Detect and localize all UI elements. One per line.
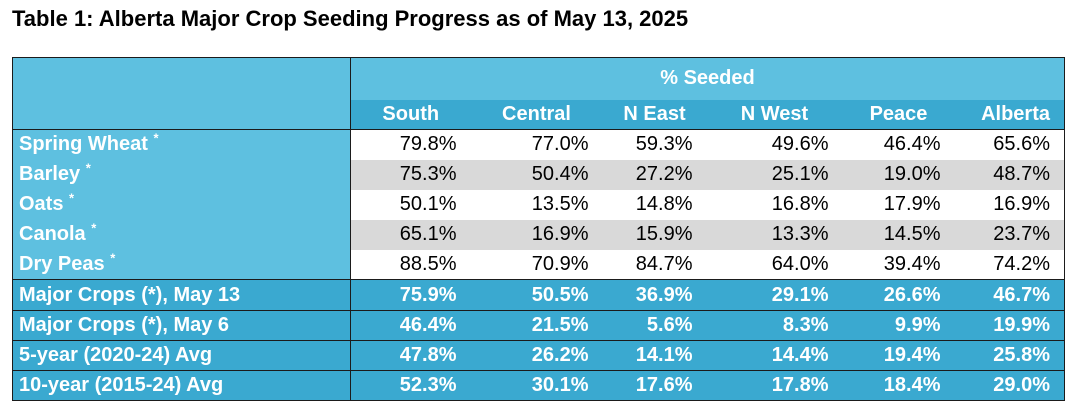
cell-n-east: 27.2% <box>602 159 707 190</box>
cell-peace: 18.4% <box>842 370 955 401</box>
row-label: 5-year (2020-24) Avg <box>12 340 351 371</box>
column-header-central: Central <box>470 99 603 130</box>
table-title: Table 1: Alberta Major Crop Seeding Prog… <box>12 6 689 31</box>
column-header-row: South Central N East N West Peace Albert… <box>13 99 1065 130</box>
cell-alberta: 74.2% <box>954 249 1065 280</box>
cell-south: 50.1% <box>350 189 471 220</box>
summary-rows: Major Crops (*), May 13 75.9% 50.5% 36.9% 29… <box>12 279 1065 401</box>
cell-n-east: 14.1% <box>602 340 707 371</box>
cell-peace: 39.4% <box>842 249 955 280</box>
cell-alberta: 46.7% <box>954 279 1065 311</box>
column-header-alberta: Alberta <box>954 99 1065 130</box>
cell-peace: 46.4% <box>842 129 955 160</box>
column-header-n-west: N West <box>706 99 843 130</box>
cell-central: 50.4% <box>470 159 603 190</box>
row-label-mark: * <box>85 160 91 176</box>
cell-peace: 17.9% <box>842 189 955 220</box>
cell-central: 30.1% <box>470 370 603 401</box>
cell-south: 46.4% <box>350 310 471 341</box>
cell-n-east: 36.9% <box>602 279 707 311</box>
row-label: Spring Wheat * <box>12 129 351 160</box>
row-label-mark: * <box>110 250 116 266</box>
row-label-text: Canola <box>19 223 86 245</box>
summary-row-5-year-2020-24-avg: 5-year (2020-24) Avg 47.8% 26.2% 14.1% 14.4%… <box>12 340 1065 371</box>
row-label-mark: * <box>153 130 159 146</box>
cell-alberta: 29.0% <box>954 370 1065 401</box>
cell-peace: 9.9% <box>842 310 955 341</box>
row-label-text: Barley <box>19 163 81 185</box>
cell-alberta: 19.9% <box>954 310 1065 341</box>
cell-peace: 14.5% <box>842 219 955 250</box>
cell-central: 70.9% <box>470 249 603 280</box>
row-label-text: Dry Peas <box>19 252 105 275</box>
cell-south: 79.8% <box>350 129 471 160</box>
cell-n-east: 59.3% <box>602 129 707 160</box>
row-label: 10-year (2015-24) Avg <box>12 370 351 401</box>
header-corner-cell <box>12 57 351 130</box>
row-label: Major Crops (*), May 13 <box>12 279 351 311</box>
cell-south: 75.3% <box>350 159 471 190</box>
cell-n-east: 15.9% <box>602 219 707 250</box>
cell-south: 47.8% <box>350 340 471 371</box>
cell-central: 50.5% <box>470 279 603 311</box>
cell-n-west: 64.0% <box>706 249 843 280</box>
group-header-seeded: % Seeded <box>350 57 1065 100</box>
cell-n-west: 25.1% <box>706 159 843 190</box>
cell-south: 65.1% <box>350 219 471 250</box>
cell-n-west: 16.8% <box>706 189 843 220</box>
cell-alberta: 16.9% <box>954 189 1065 220</box>
cell-central: 26.2% <box>470 340 603 371</box>
cell-alberta: 25.8% <box>954 340 1065 371</box>
row-label: Major Crops (*), May 6 <box>12 310 351 341</box>
cell-n-west: 29.1% <box>706 279 843 311</box>
cell-n-east: 14.8% <box>602 189 707 220</box>
crop-row-oats: Oats * 50.1% 13.5% 14.8% 16.8% 17.9% 16.9% <box>12 189 1065 220</box>
row-label: Dry Peas * <box>12 249 351 280</box>
row-label-mark: * <box>91 220 97 236</box>
row-label-text: Spring Wheat <box>19 133 148 156</box>
crop-row-canola: Canola * 65.1% 16.9% 15.9% 13.3% 14.5% 23.7% <box>12 219 1065 250</box>
column-header-peace: Peace <box>842 99 955 130</box>
summary-row-major-crops-may-6: Major Crops (*), May 6 46.4% 21.5% 5.6% 8.3%… <box>12 310 1065 341</box>
crop-row-dry-peas: Dry Peas * 88.5% 70.9% 84.7% 64.0% 39.4% 74.2% <box>12 249 1065 280</box>
crop-row-spring-wheat: Spring Wheat * 79.8% 77.0% 59.3% 49.6% 46.4% 6… <box>12 129 1065 160</box>
cell-south: 75.9% <box>350 279 471 311</box>
cell-n-west: 14.4% <box>706 340 843 371</box>
cell-alberta: 23.7% <box>954 219 1065 250</box>
cell-n-west: 8.3% <box>706 310 843 341</box>
cell-peace: 19.0% <box>842 159 955 190</box>
cell-central: 13.5% <box>470 189 603 220</box>
cell-central: 21.5% <box>470 310 603 341</box>
column-header-n-east: N East <box>602 99 707 130</box>
cell-alberta: 48.7% <box>954 159 1065 190</box>
summary-row-10-year-2015-24-avg: 10-year (2015-24) Avg 52.3% 30.1% 17.6% 17.8… <box>12 370 1065 401</box>
seeding-progress-table: % Seeded South Central N East N West Pea… <box>12 57 1065 401</box>
cell-n-west: 17.8% <box>706 370 843 401</box>
row-label: Oats * <box>12 189 351 220</box>
row-label: Barley * <box>12 159 351 190</box>
cell-peace: 19.4% <box>842 340 955 371</box>
cell-alberta: 65.6% <box>954 129 1065 160</box>
crop-row-barley: Barley * 75.3% 50.4% 27.2% 25.1% 19.0% 48.7% <box>12 159 1065 190</box>
cell-central: 77.0% <box>470 129 603 160</box>
row-label-text: Oats <box>19 193 64 215</box>
cell-n-west: 13.3% <box>706 219 843 250</box>
cell-peace: 26.6% <box>842 279 955 311</box>
crop-rows: Spring Wheat * 79.8% 77.0% 59.3% 49.6% 46.4% 6… <box>12 129 1065 280</box>
row-label-mark: * <box>69 190 75 206</box>
cell-n-east: 5.6% <box>602 310 707 341</box>
cell-n-east: 84.7% <box>602 249 707 280</box>
summary-row-major-crops-may-13: Major Crops (*), May 13 75.9% 50.5% 36.9% 29… <box>12 279 1065 311</box>
column-header-south: South <box>350 99 471 130</box>
cell-n-west: 49.6% <box>706 129 843 160</box>
row-label: Canola * <box>12 219 351 250</box>
cell-south: 88.5% <box>350 249 471 280</box>
cell-central: 16.9% <box>470 219 603 250</box>
cell-n-east: 17.6% <box>602 370 707 401</box>
cell-south: 52.3% <box>350 370 471 401</box>
